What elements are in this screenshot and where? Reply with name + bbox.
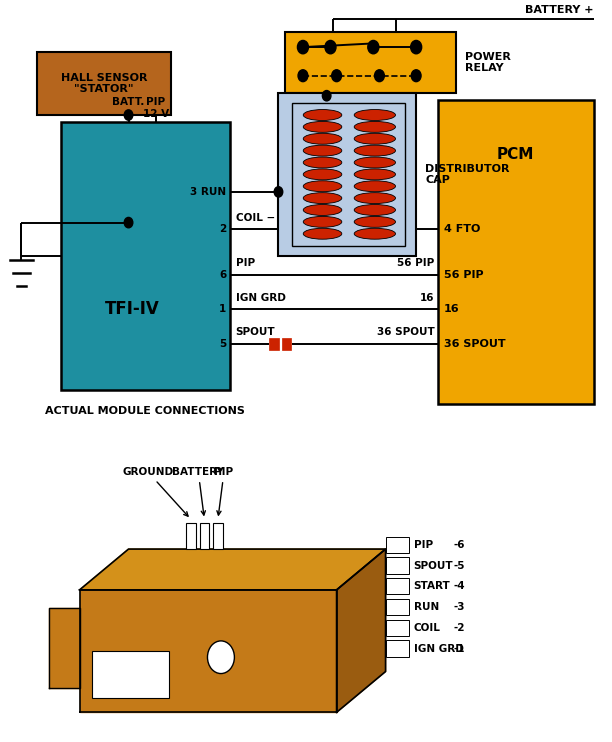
Text: BATTERY +: BATTERY + (525, 5, 594, 15)
Ellipse shape (304, 193, 341, 203)
Circle shape (274, 187, 283, 197)
Polygon shape (337, 549, 386, 712)
Text: 36 SPOUT: 36 SPOUT (377, 327, 435, 338)
Ellipse shape (354, 181, 395, 191)
FancyBboxPatch shape (386, 536, 409, 553)
Text: POWER
RELAY: POWER RELAY (465, 51, 511, 73)
Ellipse shape (354, 229, 395, 239)
Text: -2: -2 (453, 623, 465, 633)
FancyBboxPatch shape (213, 523, 223, 549)
Text: ACTUAL MODULE CONNECTIONS: ACTUAL MODULE CONNECTIONS (45, 406, 245, 416)
Text: START: START (414, 581, 450, 591)
FancyBboxPatch shape (282, 338, 291, 350)
FancyBboxPatch shape (386, 620, 409, 636)
Text: HALL SENSOR
"STATOR": HALL SENSOR "STATOR" (61, 73, 147, 94)
Text: RUN: RUN (414, 602, 439, 612)
Ellipse shape (304, 205, 341, 215)
Text: 4 FTO: 4 FTO (444, 224, 480, 234)
Text: -3: -3 (453, 602, 465, 612)
FancyBboxPatch shape (186, 523, 196, 549)
Text: BATTERY: BATTERY (173, 467, 224, 515)
Text: 1: 1 (219, 304, 226, 315)
Ellipse shape (304, 145, 341, 156)
Ellipse shape (304, 181, 341, 191)
Circle shape (411, 70, 421, 82)
Text: 6: 6 (219, 269, 226, 280)
Text: DISTRIBUTOR
CAP: DISTRIBUTOR CAP (425, 163, 510, 186)
Text: SPOUT: SPOUT (414, 560, 453, 571)
Text: -4: -4 (453, 581, 465, 591)
Text: 56 PIP: 56 PIP (397, 258, 435, 268)
Polygon shape (49, 608, 80, 688)
Text: PIP
12 V: PIP 12 V (143, 97, 169, 119)
Circle shape (411, 40, 422, 54)
Circle shape (124, 217, 133, 228)
Text: 3 RUN: 3 RUN (190, 187, 226, 197)
Text: -6: -6 (453, 539, 465, 550)
Text: GROUND: GROUND (122, 467, 188, 516)
FancyBboxPatch shape (386, 640, 409, 657)
Text: -1: -1 (453, 643, 465, 654)
Text: 5: 5 (219, 339, 226, 349)
Text: 16: 16 (444, 304, 460, 315)
Text: COIL −: COIL − (236, 213, 275, 223)
Ellipse shape (304, 110, 341, 120)
Text: COIL: COIL (414, 623, 441, 633)
Ellipse shape (354, 205, 395, 215)
Circle shape (375, 70, 384, 82)
Text: SPOUT: SPOUT (236, 327, 275, 338)
FancyBboxPatch shape (200, 523, 209, 549)
Text: BATT.
+: BATT. + (113, 97, 144, 119)
Circle shape (124, 110, 133, 120)
Text: PCM: PCM (497, 148, 534, 162)
Ellipse shape (354, 217, 395, 227)
Ellipse shape (354, 122, 395, 132)
Ellipse shape (304, 217, 341, 227)
Ellipse shape (304, 122, 341, 132)
FancyBboxPatch shape (386, 599, 409, 615)
Circle shape (298, 70, 308, 82)
Circle shape (368, 40, 379, 54)
FancyBboxPatch shape (438, 100, 594, 404)
Ellipse shape (354, 134, 395, 144)
FancyBboxPatch shape (293, 102, 405, 246)
Text: 56 PIP: 56 PIP (444, 269, 483, 280)
FancyBboxPatch shape (37, 52, 171, 115)
Ellipse shape (354, 110, 395, 120)
Text: 36 SPOUT: 36 SPOUT (444, 339, 506, 349)
Ellipse shape (354, 157, 395, 168)
FancyBboxPatch shape (61, 122, 230, 390)
Circle shape (332, 70, 341, 82)
FancyBboxPatch shape (386, 557, 409, 574)
Text: 16: 16 (420, 293, 435, 303)
Ellipse shape (304, 169, 341, 180)
Text: IGN GRD: IGN GRD (236, 293, 285, 303)
Polygon shape (80, 549, 386, 590)
Ellipse shape (354, 169, 395, 180)
FancyBboxPatch shape (285, 32, 456, 93)
Text: 2: 2 (219, 224, 226, 234)
FancyBboxPatch shape (386, 578, 409, 594)
FancyBboxPatch shape (92, 651, 169, 697)
Ellipse shape (304, 157, 341, 168)
Text: TFI-IV: TFI-IV (105, 301, 159, 318)
Text: PIP: PIP (236, 258, 255, 268)
FancyBboxPatch shape (269, 338, 279, 350)
Ellipse shape (354, 145, 395, 156)
Text: PIP: PIP (414, 539, 433, 550)
Ellipse shape (304, 229, 341, 239)
Text: PIP: PIP (214, 467, 234, 515)
Polygon shape (80, 590, 337, 712)
Text: -5: -5 (453, 560, 465, 571)
Circle shape (297, 40, 308, 54)
FancyBboxPatch shape (278, 93, 416, 256)
Ellipse shape (354, 193, 395, 203)
Ellipse shape (304, 134, 341, 144)
Circle shape (323, 91, 331, 101)
Text: IGN GRD: IGN GRD (414, 643, 463, 654)
Circle shape (325, 40, 336, 54)
Circle shape (207, 641, 234, 674)
